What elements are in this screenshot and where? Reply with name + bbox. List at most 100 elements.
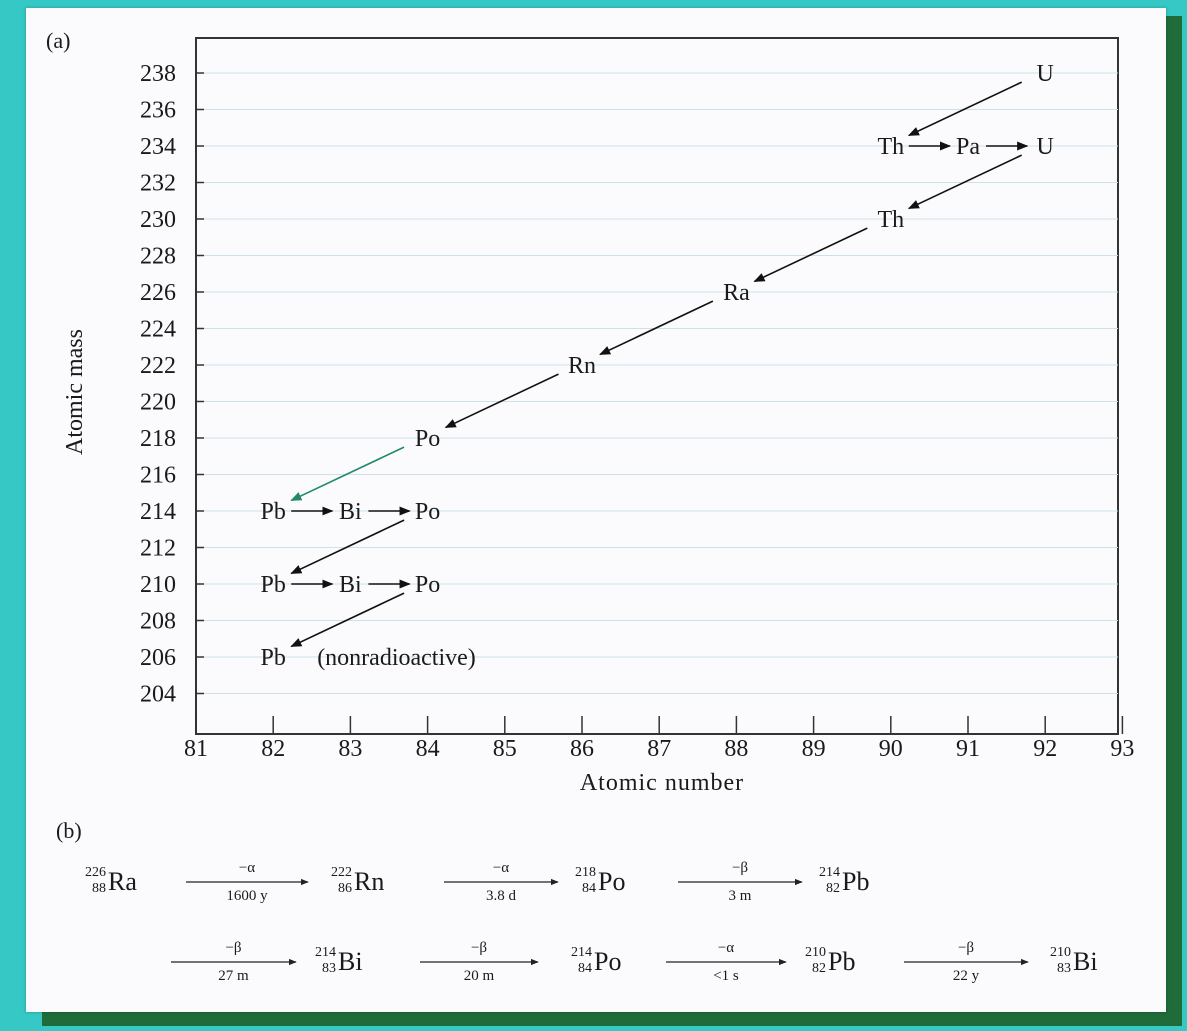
y-tick-label-216: 216 — [140, 463, 176, 489]
isotope-u234: U — [1037, 134, 1054, 160]
isotope-pb214: Pb — [261, 499, 286, 525]
x-tick-label-90: 90 — [879, 736, 903, 762]
half-life: 3.8 d — [486, 888, 517, 904]
isotope-rn222: Rn — [568, 353, 596, 379]
nonradioactive-note: (nonradioactive) — [317, 645, 476, 671]
decay-arrow-rn222-po218 — [444, 373, 559, 429]
y-tick-label-220: 220 — [140, 390, 176, 416]
y-tick-label-230: 230 — [140, 207, 176, 233]
y-tick-label-204: 204 — [140, 682, 176, 708]
element-symbol: Bi — [338, 947, 363, 976]
x-tick-label-84: 84 — [416, 736, 440, 762]
x-tick-label-83: 83 — [338, 736, 362, 762]
isotope-pb206: Pb — [261, 645, 286, 671]
y-tick-label-234: 234 — [140, 134, 176, 160]
isotope-po214: Po — [415, 499, 440, 525]
x-tick-label-92: 92 — [1033, 736, 1057, 762]
x-tick-label-87: 87 — [647, 736, 671, 762]
atomic-number: 86 — [338, 881, 352, 896]
atomic-number: 84 — [578, 961, 592, 976]
atomic-number: 84 — [582, 881, 596, 896]
element-symbol: Po — [598, 867, 625, 896]
reaction-arrow-row2-2: −β 22 y — [904, 940, 1029, 984]
decay-arrow-u238-th234 — [907, 81, 1023, 137]
y-tick-label-224: 224 — [140, 317, 176, 343]
mass-number: 214 — [571, 945, 592, 960]
isotope-ra226: Ra — [723, 280, 750, 306]
y-tick-label-232: 232 — [140, 171, 176, 197]
mass-number: 222 — [331, 865, 352, 880]
mass-number: 214 — [315, 945, 336, 960]
y-tick-label-206: 206 — [140, 645, 176, 671]
x-tick-label-86: 86 — [570, 736, 594, 762]
decay-arrow-po218-pb214 — [290, 446, 405, 502]
x-tick-label-93: 93 — [1110, 736, 1134, 762]
isotope-po210: Po — [415, 572, 440, 598]
y-tick-label-228: 228 — [140, 244, 176, 270]
decay-type: −α — [718, 940, 734, 956]
decay-type: −β — [732, 860, 748, 876]
y-tick-label-212: 212 — [140, 536, 176, 562]
half-life: <1 s — [713, 968, 739, 984]
reaction-arrow-row2-0: −β 20 m — [420, 940, 539, 984]
gridlines — [204, 72, 1118, 694]
mass-number: 214 — [819, 865, 840, 880]
x-tick-label-82: 82 — [261, 736, 285, 762]
isotope-nodes: U Th Pa U Th Ra Rn Po Pb Bi Po Pb Bi Po Pb — [261, 61, 1054, 671]
decay-arrow-po214-pb210 — [290, 519, 405, 575]
reaction-arrow-row2-lead: −β 27 m — [171, 940, 297, 984]
isotope-bi210: Bi — [339, 572, 362, 598]
half-life: 3 m — [729, 888, 752, 904]
decay-arrow-po210-pb206 — [290, 592, 405, 648]
isotope-u238: U — [1037, 61, 1054, 87]
reaction-arrow-row2-1: −α <1 s — [666, 940, 787, 984]
x-tick-label-81: 81 — [184, 736, 208, 762]
x-tick-label-91: 91 — [956, 736, 980, 762]
decay-type: −β — [225, 940, 241, 956]
element-symbol: Pb — [828, 947, 855, 976]
element-symbol: Po — [594, 947, 621, 976]
panel-b-label: (b) — [56, 818, 82, 843]
x-tick-label-89: 89 — [802, 736, 826, 762]
decay-type: −α — [493, 860, 509, 876]
x-tick-label-88: 88 — [724, 736, 748, 762]
y-tick-label-238: 238 — [140, 61, 176, 87]
reaction-arrow-row1-0: −α 1600 y — [186, 860, 309, 904]
mass-number: 210 — [1050, 945, 1071, 960]
isotope-pa234: Pa — [956, 134, 980, 160]
decay-arrow-th230-ra226 — [753, 227, 868, 283]
atomic-number: 88 — [92, 881, 106, 896]
element-symbol: Rn — [354, 867, 384, 896]
element-symbol: Bi — [1073, 947, 1098, 976]
atomic-number: 83 — [1057, 961, 1071, 976]
plot-frame — [195, 37, 1119, 735]
decay-arrow-u234-th230 — [907, 154, 1023, 210]
decay-figure: (a) 238 236 234 232 230 228 226 224 222 220 218 216… — [46, 28, 1134, 984]
isotope-po218: Po — [415, 426, 440, 452]
y-tick-label-208: 208 — [140, 609, 176, 635]
decay-chain-plot: 238 236 234 232 230 228 226 224 222 220 218 216 214 2… — [140, 37, 1134, 762]
y-tick-label-214: 214 — [140, 499, 176, 525]
decay-arrow-ra226-rn222 — [599, 300, 714, 356]
isotope-bi214: Bi — [339, 499, 362, 525]
isotope-pb210: Pb — [261, 572, 286, 598]
element-symbol: Ra — [108, 867, 137, 896]
decay-type: −β — [471, 940, 487, 956]
y-tick-label-218: 218 — [140, 426, 176, 452]
reaction-arrow-row1-1: −α 3.8 d — [444, 860, 559, 904]
decay-arrows — [290, 81, 1029, 648]
x-axis-title: Atomic number — [580, 770, 744, 796]
y-axis-ticks: 238 236 234 232 230 228 226 224 222 220 218 216 214 2… — [140, 61, 204, 708]
y-tick-label-226: 226 — [140, 280, 176, 306]
y-tick-label-236: 236 — [140, 98, 176, 124]
x-tick-label-85: 85 — [493, 736, 517, 762]
half-life: 20 m — [464, 968, 495, 984]
half-life: 27 m — [218, 968, 249, 984]
